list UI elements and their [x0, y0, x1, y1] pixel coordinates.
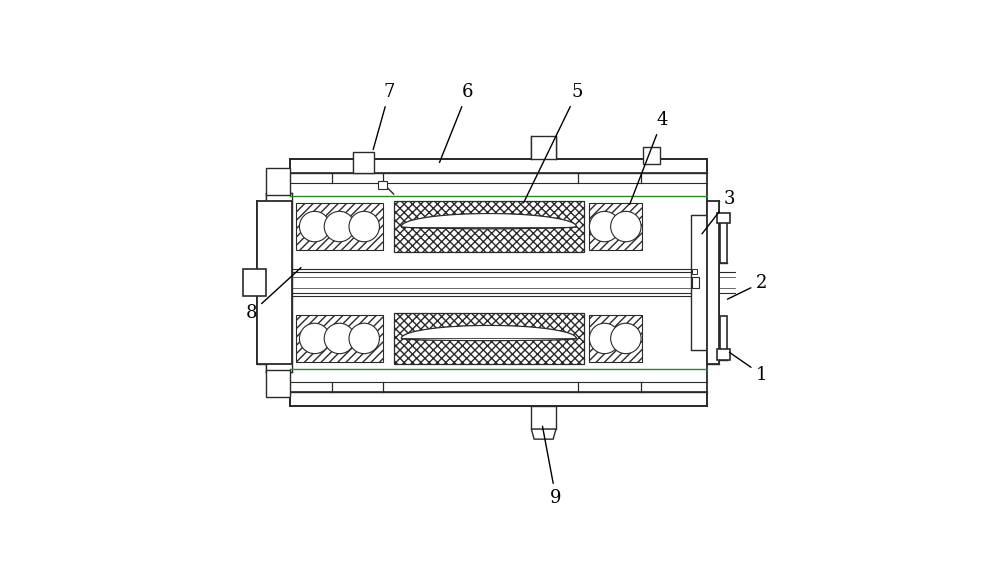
Bar: [266, 370, 290, 397]
Bar: [720, 221, 727, 263]
Bar: [296, 315, 383, 362]
Bar: [707, 201, 719, 364]
Text: 3: 3: [702, 190, 735, 234]
Bar: [589, 315, 642, 362]
Bar: [243, 269, 266, 296]
Text: 5: 5: [524, 83, 583, 203]
Bar: [266, 193, 292, 372]
Bar: [353, 152, 374, 173]
Bar: [589, 203, 642, 250]
Text: 2: 2: [727, 273, 768, 299]
Text: 6: 6: [439, 83, 473, 163]
Bar: [290, 159, 707, 173]
Circle shape: [589, 323, 620, 354]
Polygon shape: [401, 214, 576, 229]
Bar: [717, 212, 730, 223]
Text: 1: 1: [729, 353, 768, 384]
Circle shape: [299, 211, 330, 242]
Bar: [692, 277, 699, 288]
Bar: [290, 392, 707, 406]
Text: 9: 9: [542, 426, 562, 507]
Text: 8: 8: [245, 268, 301, 322]
Bar: [692, 269, 697, 274]
Bar: [394, 201, 584, 253]
Bar: [266, 168, 290, 195]
Circle shape: [589, 211, 620, 242]
Circle shape: [349, 211, 379, 242]
Polygon shape: [531, 429, 556, 439]
Bar: [717, 349, 730, 360]
Circle shape: [611, 323, 641, 354]
Bar: [394, 312, 584, 364]
Circle shape: [611, 211, 641, 242]
Bar: [257, 201, 292, 364]
Bar: [378, 181, 387, 189]
Text: 4: 4: [630, 111, 668, 205]
Circle shape: [349, 323, 379, 354]
Bar: [643, 147, 660, 164]
Text: 7: 7: [373, 83, 395, 150]
Bar: [691, 215, 707, 350]
Circle shape: [324, 323, 355, 354]
Polygon shape: [401, 325, 576, 341]
Polygon shape: [401, 214, 576, 229]
Bar: [720, 316, 727, 350]
Bar: [531, 136, 556, 159]
Circle shape: [324, 211, 355, 242]
Polygon shape: [401, 325, 576, 341]
Circle shape: [299, 323, 330, 354]
Bar: [531, 406, 556, 429]
Bar: [296, 203, 383, 250]
